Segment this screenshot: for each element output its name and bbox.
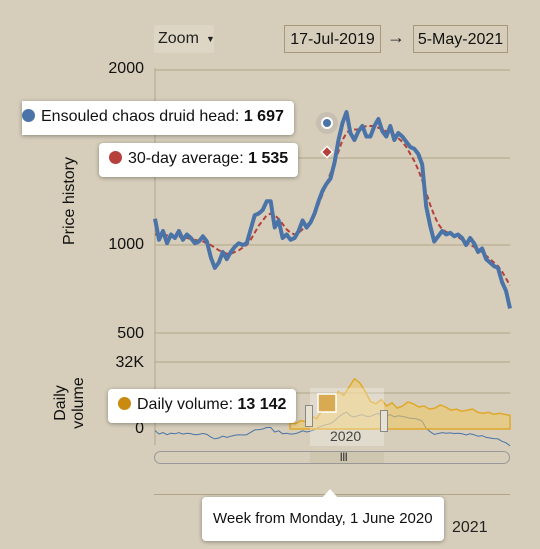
item-price-label: Ensouled chaos druid head: [41, 108, 240, 125]
average-series-dot-icon [109, 151, 122, 164]
navigator-year-label: 2020 [330, 428, 362, 444]
week-tooltip: Week from Monday, 1 June 2020 [202, 497, 444, 541]
price-tick-2000: 2000 [108, 60, 144, 77]
average-value: 1 535 [248, 150, 289, 167]
range-end-input[interactable]: 5-May-2021 [413, 25, 508, 53]
volume-tick-0: 0 [135, 420, 144, 437]
volume-label: Daily volume: [137, 396, 234, 413]
week-tooltip-arrow [322, 489, 338, 498]
item-price-tooltip: Ensouled chaos druid head: 1 697 [22, 101, 294, 135]
volume-series-dot-icon [118, 397, 131, 410]
scrollbar-thumb[interactable] [310, 452, 384, 463]
price-series [153, 110, 512, 309]
navigator-right-handle[interactable] [380, 410, 388, 432]
chevron-down-icon: ▼ [206, 34, 215, 44]
volume-value: 13 142 [237, 396, 287, 413]
average-tooltip: 30-day average: 1 535 [99, 143, 299, 177]
average-label: 30-day average: [128, 150, 244, 167]
zoom-label: Zoom [158, 30, 199, 47]
week-label: Week from Monday, 1 June 2020 [213, 510, 433, 527]
item-price-value: 1 697 [243, 108, 284, 125]
price-series-dot-icon [22, 109, 35, 122]
volume-tick-32k: 32K [115, 354, 144, 371]
navigator-window[interactable] [310, 388, 384, 446]
price-tick-1000: 1000 [108, 236, 144, 253]
volume-hover-marker [317, 393, 337, 413]
zoom-dropdown[interactable]: Zoom ▼ [154, 25, 215, 53]
scrollbar-grip-icon: ||| [340, 451, 348, 461]
x-axis-year-label: 2021 [452, 519, 488, 536]
price-hover-marker [321, 117, 333, 129]
price-tick-500: 500 [117, 325, 144, 342]
volume-tooltip: Daily volume: 13 142 [108, 389, 297, 423]
range-arrow: → [387, 27, 405, 47]
hover-markers [316, 112, 338, 413]
average-hover-marker [320, 145, 334, 159]
range-start-input[interactable]: 17-Jul-2019 [284, 25, 381, 53]
price-line [153, 110, 512, 309]
navigator-left-handle[interactable] [305, 405, 313, 427]
